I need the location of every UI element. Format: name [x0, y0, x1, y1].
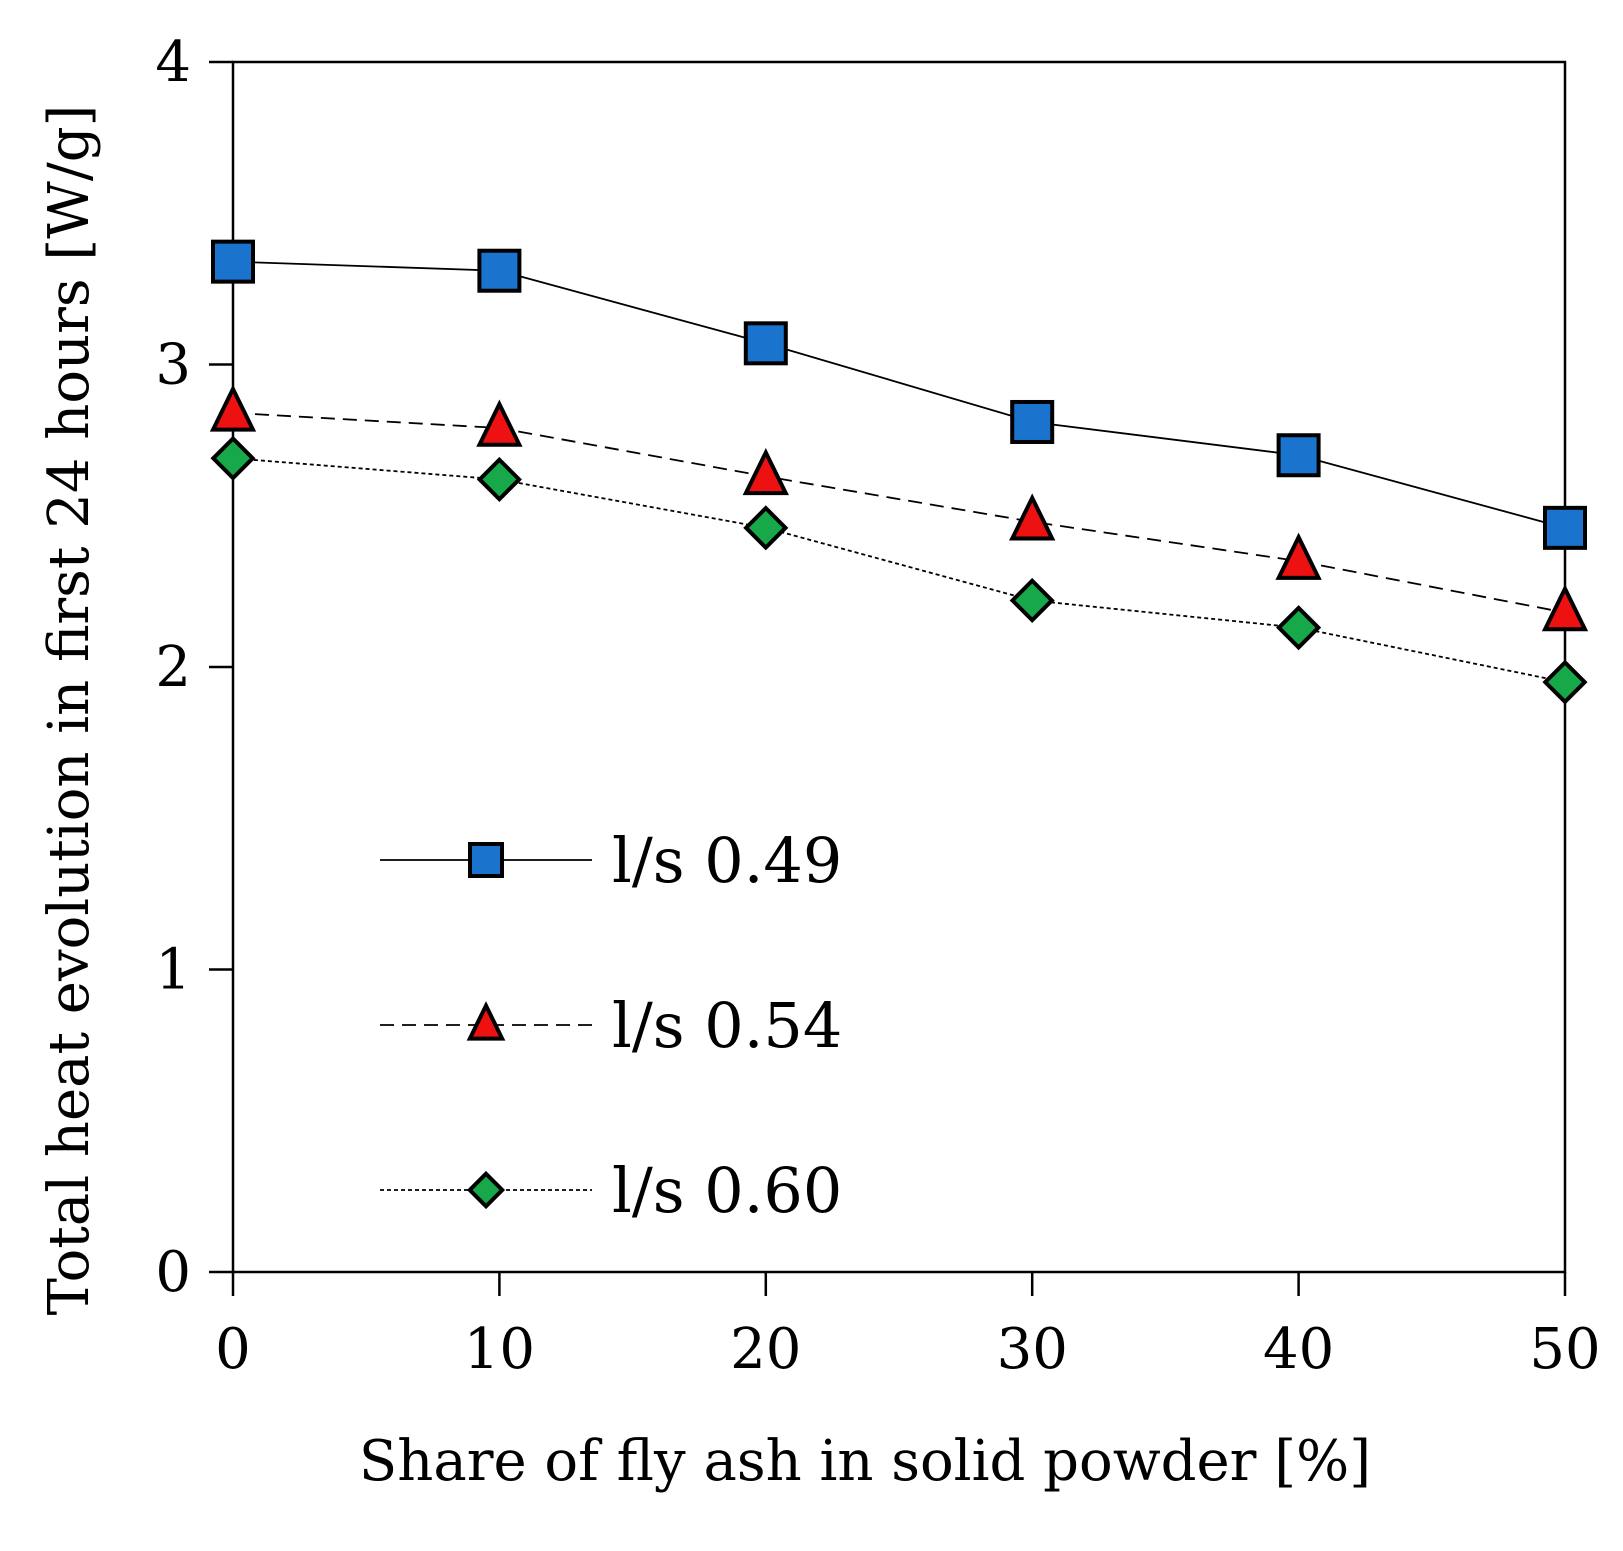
y-tick-label: 1 — [155, 938, 191, 1003]
legend-marker — [466, 1001, 506, 1041]
data-point — [209, 384, 257, 432]
data-point — [1542, 659, 1588, 705]
x-tick-label: 20 — [730, 1317, 801, 1382]
data-point — [1543, 505, 1587, 550]
series-3 — [210, 435, 1588, 705]
series-line — [232, 457, 1566, 684]
data-point — [476, 399, 523, 447]
x-tick-label: 0 — [215, 1317, 251, 1382]
data-point — [743, 505, 789, 551]
data-point — [1009, 493, 1056, 541]
legend-marker — [468, 842, 504, 878]
x-tick-label: 50 — [1529, 1317, 1600, 1382]
data-point — [1009, 577, 1055, 623]
data-point — [1276, 433, 1321, 478]
data-point — [743, 321, 788, 366]
legend-label: l/s 0.49 — [612, 824, 842, 897]
series-2 — [209, 384, 1589, 632]
y-axis-title: Total heat evolution in first 24 hours [… — [37, 105, 102, 1316]
data-point — [211, 239, 255, 284]
plot-frame — [231, 60, 1567, 1274]
legend-label: l/s 0.60 — [612, 1154, 842, 1227]
data-point — [476, 456, 522, 502]
data-point — [210, 435, 256, 481]
data-point — [1010, 399, 1055, 444]
series-layer — [209, 239, 1589, 705]
series-1 — [211, 239, 1587, 550]
legend-entry: l/s 0.49 — [380, 824, 842, 897]
data-point — [1276, 605, 1322, 651]
y-tick-label: 4 — [155, 30, 191, 95]
x-tick-label: 30 — [997, 1317, 1068, 1382]
data-point — [477, 248, 522, 293]
y-tick-label: 3 — [155, 333, 191, 398]
legend: l/s 0.49 l/s 0.54 l/s 0.60 — [380, 824, 842, 1227]
y-tick-label: 0 — [155, 1240, 191, 1305]
x-tick-label: 40 — [1263, 1317, 1334, 1382]
legend-label: l/s 0.54 — [612, 989, 842, 1062]
x-axis-title: Share of fly ash in solid powder [%] — [359, 1429, 1371, 1494]
data-point — [1275, 532, 1322, 580]
data-point — [1541, 584, 1589, 632]
legend-entry: l/s 0.54 — [380, 989, 842, 1062]
legend-marker — [466, 1170, 506, 1210]
legend-entry: l/s 0.60 — [380, 1154, 842, 1227]
x-tick-label: 10 — [464, 1317, 535, 1382]
data-point — [742, 447, 789, 496]
series-line — [232, 412, 1566, 614]
y-tick-label: 2 — [155, 635, 191, 700]
series-line — [232, 260, 1566, 529]
